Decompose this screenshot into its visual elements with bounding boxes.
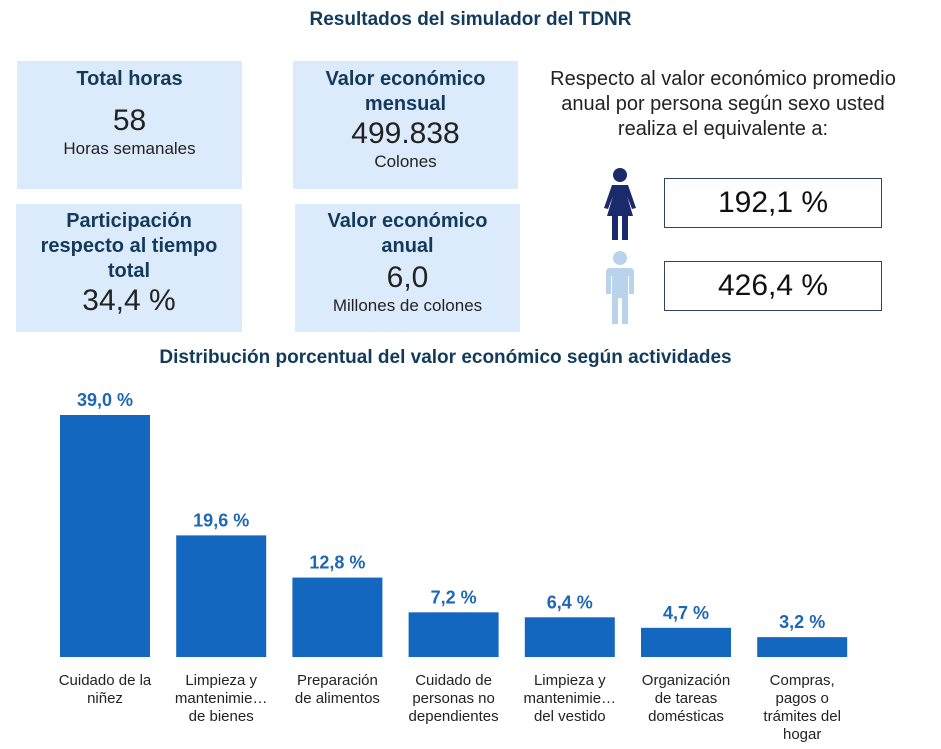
category-label: Organización de tareas domésticas [642, 672, 730, 725]
bar [757, 637, 848, 657]
category-label: Preparación de alimentos [295, 672, 380, 707]
men-percentage: 426,4 % [664, 261, 882, 311]
women-percentage: 192,1 % [664, 178, 882, 228]
card-value: 58 [112, 104, 147, 137]
card-unit: Horas semanales [63, 139, 196, 158]
woman-icon [604, 168, 636, 240]
bar-chart: 39,0 % Cuidado de la niñez 19,6 % Limpieza y… [59, 390, 848, 743]
card-monthly-value: Valor económico mensual 499.838 Colones [293, 61, 518, 189]
bar-value-label: 4,7 % [663, 603, 709, 623]
man-icon [606, 251, 634, 324]
card-unit: Millones de colones [332, 296, 483, 315]
category-label: Compras, pagos o trámites del hogar [763, 672, 841, 743]
category-label: Limpieza y mantenimie… del vestido [524, 672, 617, 725]
bar-value-label: 7,2 % [431, 587, 477, 607]
bar [641, 627, 731, 657]
bar [408, 612, 499, 657]
bar [60, 415, 150, 657]
bar [176, 535, 267, 657]
bar-value-label: 12,8 % [309, 553, 365, 573]
category-label: Cuidado de la niñez [59, 672, 152, 707]
card-participation: Participación respecto al tiempo total 3… [16, 204, 242, 332]
card-total-hours: Total horas 58 Horas semanales [17, 61, 242, 189]
bar-value-label: 19,6 % [193, 510, 249, 530]
card-value: 499.838 [351, 117, 460, 150]
chart-title: Distribución porcentual del valor económ… [159, 347, 732, 368]
comparison-text: Respecto al valor económico promedio anu… [550, 68, 896, 140]
card-heading: Participación respecto al tiempo total [40, 210, 218, 282]
page-title: Resultados del simulador del TDNR [309, 9, 632, 30]
card-heading: Valor económico mensual [325, 68, 486, 115]
card-heading: Valor económico anual [327, 210, 488, 257]
bar-value-label: 39,0 % [77, 390, 133, 410]
category-label: Cuidado de personas no dependientes [409, 672, 499, 725]
bar [292, 577, 383, 657]
card-value: 6,0 [386, 261, 429, 294]
card-annual-value: Valor económico anual 6,0 Millones de co… [295, 204, 520, 332]
card-heading: Total horas [76, 68, 183, 90]
bar-value-label: 3,2 % [779, 612, 825, 632]
card-value: 34,4 % [82, 284, 176, 317]
bar-value-label: 6,4 % [547, 592, 593, 612]
bar [524, 617, 615, 657]
category-label: Limpieza y mantenimie… de bienes [175, 672, 268, 725]
card-unit: Colones [374, 152, 437, 171]
